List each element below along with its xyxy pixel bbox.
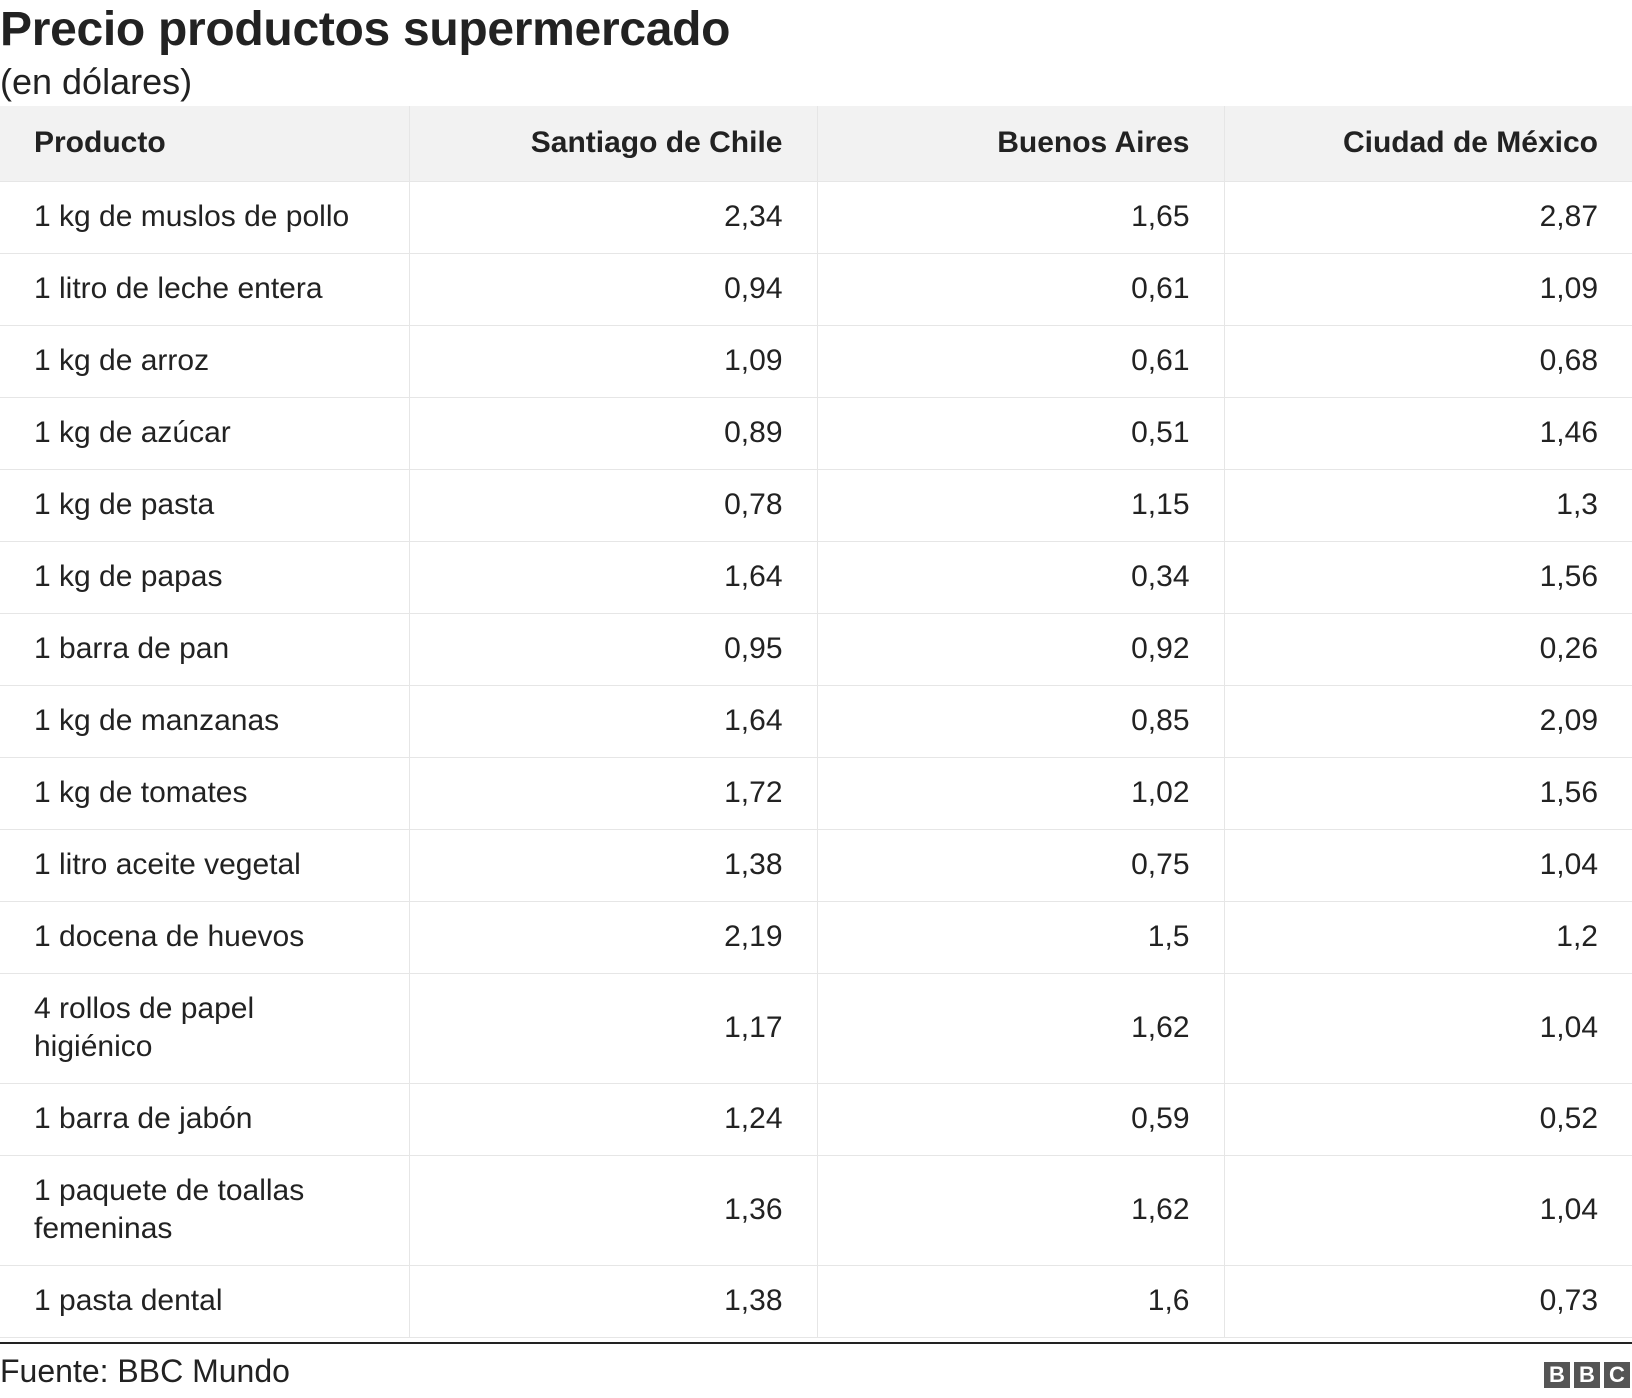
table-body: 1 kg de muslos de pollo 2,34 1,65 2,87 1 lit… xyxy=(0,181,1632,1338)
cell-producto: 1 paquete de toallas femeninas xyxy=(0,1155,410,1266)
price-table-container: Producto Santiago de Chile Buenos Aires … xyxy=(0,106,1632,1338)
cell-santiago: 0,89 xyxy=(409,397,818,470)
cell-producto: 1 pasta dental xyxy=(0,1265,410,1338)
logo-letter: B xyxy=(1544,1362,1570,1388)
cell-buenos-aires: 1,62 xyxy=(817,1155,1225,1266)
cell-producto: 1 litro de leche entera xyxy=(0,253,410,326)
cell-ciudad-de-mexico: 0,73 xyxy=(1224,1265,1632,1338)
table-row: 1 litro aceite vegetal 1,38 0,75 1,04 xyxy=(0,829,1632,902)
table-row: 1 pasta dental 1,38 1,6 0,73 xyxy=(0,1265,1632,1338)
cell-buenos-aires: 1,02 xyxy=(817,757,1225,830)
table-row: 1 kg de azúcar 0,89 0,51 1,46 xyxy=(0,397,1632,470)
table-row: 1 kg de pasta 0,78 1,15 1,3 xyxy=(0,469,1632,542)
cell-santiago: 2,34 xyxy=(409,181,818,254)
cell-santiago: 1,38 xyxy=(409,1265,818,1338)
cell-ciudad-de-mexico: 1,2 xyxy=(1224,901,1632,974)
cell-buenos-aires: 1,6 xyxy=(817,1265,1225,1338)
cell-buenos-aires: 0,59 xyxy=(817,1083,1225,1156)
cell-producto: 1 kg de arroz xyxy=(0,325,410,398)
table-row: 4 rollos de papel higiénico 1,17 1,62 1,04 xyxy=(0,973,1632,1084)
column-header-ciudad-de-mexico: Ciudad de México xyxy=(1224,106,1632,182)
table-row: 1 barra de jabón 1,24 0,59 0,52 xyxy=(0,1083,1632,1156)
bbc-logo: B B C xyxy=(1544,1362,1630,1388)
cell-buenos-aires: 0,34 xyxy=(817,541,1225,614)
cell-santiago: 1,24 xyxy=(409,1083,818,1156)
column-header-buenos-aires: Buenos Aires xyxy=(817,106,1225,182)
table-row: 1 kg de tomates 1,72 1,02 1,56 xyxy=(0,757,1632,830)
cell-producto: 1 barra de jabón xyxy=(0,1083,410,1156)
table-row: 1 kg de manzanas 1,64 0,85 2,09 xyxy=(0,685,1632,758)
cell-santiago: 1,09 xyxy=(409,325,818,398)
cell-buenos-aires: 1,5 xyxy=(817,901,1225,974)
cell-santiago: 1,36 xyxy=(409,1155,818,1266)
cell-ciudad-de-mexico: 1,3 xyxy=(1224,469,1632,542)
chart-title: Precio productos supermercado xyxy=(0,3,731,56)
cell-producto: 1 kg de muslos de pollo xyxy=(0,181,410,254)
table-row: 1 barra de pan 0,95 0,92 0,26 xyxy=(0,613,1632,686)
table-row: 1 paquete de toallas femeninas 1,36 1,62 1,… xyxy=(0,1155,1632,1266)
logo-letter: B xyxy=(1574,1362,1600,1388)
cell-buenos-aires: 1,65 xyxy=(817,181,1225,254)
cell-ciudad-de-mexico: 1,04 xyxy=(1224,1155,1632,1266)
table-row: 1 kg de muslos de pollo 2,34 1,65 2,87 xyxy=(0,181,1632,254)
cell-producto: 1 litro aceite vegetal xyxy=(0,829,410,902)
column-header-producto: Producto xyxy=(0,106,410,182)
cell-ciudad-de-mexico: 1,56 xyxy=(1224,541,1632,614)
cell-producto: 1 kg de manzanas xyxy=(0,685,410,758)
cell-santiago: 1,17 xyxy=(409,973,818,1084)
cell-ciudad-de-mexico: 2,09 xyxy=(1224,685,1632,758)
cell-ciudad-de-mexico: 1,04 xyxy=(1224,829,1632,902)
column-header-santiago: Santiago de Chile xyxy=(409,106,818,182)
header-row: Producto Santiago de Chile Buenos Aires … xyxy=(0,106,1632,182)
cell-ciudad-de-mexico: 1,09 xyxy=(1224,253,1632,326)
cell-ciudad-de-mexico: 1,46 xyxy=(1224,397,1632,470)
cell-producto: 1 kg de tomates xyxy=(0,757,410,830)
cell-santiago: 0,95 xyxy=(409,613,818,686)
table-row: 1 litro de leche entera 0,94 0,61 1,09 xyxy=(0,253,1632,326)
cell-ciudad-de-mexico: 0,52 xyxy=(1224,1083,1632,1156)
source-note: Fuente: BBC Mundo xyxy=(0,1353,290,1389)
cell-santiago: 0,78 xyxy=(409,469,818,542)
cell-producto: 4 rollos de papel higiénico xyxy=(0,973,410,1084)
cell-buenos-aires: 0,92 xyxy=(817,613,1225,686)
cell-buenos-aires: 1,15 xyxy=(817,469,1225,542)
cell-buenos-aires: 0,51 xyxy=(817,397,1225,470)
cell-producto: 1 docena de huevos xyxy=(0,901,410,974)
cell-santiago: 1,64 xyxy=(409,541,818,614)
cell-ciudad-de-mexico: 0,68 xyxy=(1224,325,1632,398)
cell-buenos-aires: 0,85 xyxy=(817,685,1225,758)
chart-subtitle: (en dólares) xyxy=(0,61,193,102)
cell-santiago: 1,72 xyxy=(409,757,818,830)
cell-santiago: 1,64 xyxy=(409,685,818,758)
cell-ciudad-de-mexico: 0,26 xyxy=(1224,613,1632,686)
logo-letter: C xyxy=(1604,1362,1630,1388)
table-header: Producto Santiago de Chile Buenos Aires … xyxy=(0,106,1632,182)
table-row: 1 kg de arroz 1,09 0,61 0,68 xyxy=(0,325,1632,398)
table-row: 1 kg de papas 1,64 0,34 1,56 xyxy=(0,541,1632,614)
cell-producto: 1 barra de pan xyxy=(0,613,410,686)
cell-ciudad-de-mexico: 1,04 xyxy=(1224,973,1632,1084)
cell-santiago: 1,38 xyxy=(409,829,818,902)
cell-producto: 1 kg de papas xyxy=(0,541,410,614)
cell-buenos-aires: 1,62 xyxy=(817,973,1225,1084)
cell-producto: 1 kg de azúcar xyxy=(0,397,410,470)
cell-buenos-aires: 0,75 xyxy=(817,829,1225,902)
footer-divider xyxy=(0,1342,1632,1344)
cell-producto: 1 kg de pasta xyxy=(0,469,410,542)
table-row: 1 docena de huevos 2,19 1,5 1,2 xyxy=(0,901,1632,974)
cell-buenos-aires: 0,61 xyxy=(817,325,1225,398)
cell-santiago: 0,94 xyxy=(409,253,818,326)
cell-buenos-aires: 0,61 xyxy=(817,253,1225,326)
cell-ciudad-de-mexico: 2,87 xyxy=(1224,181,1632,254)
cell-ciudad-de-mexico: 1,56 xyxy=(1224,757,1632,830)
price-table: Producto Santiago de Chile Buenos Aires … xyxy=(0,106,1632,1338)
cell-santiago: 2,19 xyxy=(409,901,818,974)
